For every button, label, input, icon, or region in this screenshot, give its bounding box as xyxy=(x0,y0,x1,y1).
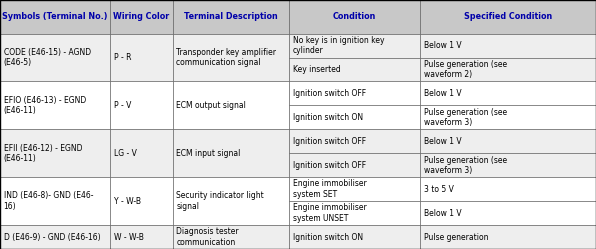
Text: ECM input signal: ECM input signal xyxy=(176,149,241,158)
Text: Key inserted: Key inserted xyxy=(293,65,340,74)
Bar xyxy=(110,225,173,249)
Text: Specified Condition: Specified Condition xyxy=(464,12,552,21)
Bar xyxy=(0,129,110,177)
Text: LG - V: LG - V xyxy=(114,149,136,158)
Text: Engine immobiliser
system SET: Engine immobiliser system SET xyxy=(293,180,367,199)
Text: CODE (E46-15) - AGND
(E46-5): CODE (E46-15) - AGND (E46-5) xyxy=(4,48,91,67)
Text: ECM output signal: ECM output signal xyxy=(176,101,246,110)
Bar xyxy=(110,177,173,225)
Text: Wiring Color: Wiring Color xyxy=(113,12,170,21)
Text: IND (E46-8)- GND (E46-
16): IND (E46-8)- GND (E46- 16) xyxy=(4,191,93,211)
Bar xyxy=(0,34,110,81)
Text: Condition: Condition xyxy=(333,12,376,21)
Bar xyxy=(420,34,596,58)
Bar xyxy=(420,153,596,177)
Text: Engine immobiliser
system UNSET: Engine immobiliser system UNSET xyxy=(293,203,367,223)
Text: EFIO (E46-13) - EGND
(E46-11): EFIO (E46-13) - EGND (E46-11) xyxy=(4,96,86,115)
Text: Security indicator light
signal: Security indicator light signal xyxy=(176,191,264,211)
Bar xyxy=(110,81,173,129)
Text: 3 to 5 V: 3 to 5 V xyxy=(424,185,454,194)
Text: Transponder key amplifier
communication signal: Transponder key amplifier communication … xyxy=(176,48,277,67)
Bar xyxy=(289,129,420,153)
Bar xyxy=(110,34,173,81)
Bar xyxy=(173,225,289,249)
Text: Terminal Description: Terminal Description xyxy=(184,12,278,21)
Bar xyxy=(289,225,420,249)
Bar xyxy=(420,105,596,129)
Bar xyxy=(420,201,596,225)
Bar xyxy=(420,81,596,105)
Bar xyxy=(110,129,173,177)
Bar xyxy=(289,34,420,58)
Text: Below 1 V: Below 1 V xyxy=(424,41,461,50)
Bar xyxy=(0,0,110,34)
Bar xyxy=(420,177,596,201)
Text: P - R: P - R xyxy=(114,53,131,62)
Text: Pulse generation (see
waveform 2): Pulse generation (see waveform 2) xyxy=(424,60,507,79)
Text: Below 1 V: Below 1 V xyxy=(424,209,461,218)
Bar xyxy=(420,58,596,81)
Bar xyxy=(173,0,289,34)
Bar xyxy=(289,81,420,105)
Bar xyxy=(0,225,110,249)
Text: D (E46-9) - GND (E46-16): D (E46-9) - GND (E46-16) xyxy=(4,233,100,242)
Bar xyxy=(173,177,289,225)
Bar xyxy=(289,201,420,225)
Text: Symbols (Terminal No.): Symbols (Terminal No.) xyxy=(2,12,108,21)
Text: Pulse generation (see
waveform 3): Pulse generation (see waveform 3) xyxy=(424,108,507,127)
Text: P - V: P - V xyxy=(114,101,131,110)
Bar xyxy=(420,0,596,34)
Bar xyxy=(420,129,596,153)
Text: Below 1 V: Below 1 V xyxy=(424,89,461,98)
Text: Pulse generation: Pulse generation xyxy=(424,233,488,242)
Bar xyxy=(289,153,420,177)
Text: Diagnosis tester
communication: Diagnosis tester communication xyxy=(176,227,239,247)
Bar xyxy=(0,81,110,129)
Bar xyxy=(173,81,289,129)
Bar xyxy=(0,177,110,225)
Bar xyxy=(173,34,289,81)
Bar xyxy=(289,58,420,81)
Text: Pulse generation (see
waveform 3): Pulse generation (see waveform 3) xyxy=(424,156,507,175)
Text: Ignition switch OFF: Ignition switch OFF xyxy=(293,161,366,170)
Bar xyxy=(289,105,420,129)
Bar xyxy=(110,0,173,34)
Bar xyxy=(289,177,420,201)
Bar xyxy=(289,0,420,34)
Text: Ignition switch ON: Ignition switch ON xyxy=(293,113,363,122)
Text: Ignition switch OFF: Ignition switch OFF xyxy=(293,89,366,98)
Text: Ignition switch ON: Ignition switch ON xyxy=(293,233,363,242)
Bar xyxy=(420,225,596,249)
Text: W - W-B: W - W-B xyxy=(114,233,144,242)
Text: Y - W-B: Y - W-B xyxy=(114,197,141,206)
Text: EFII (E46-12) - EGND
(E46-11): EFII (E46-12) - EGND (E46-11) xyxy=(4,144,82,163)
Text: Below 1 V: Below 1 V xyxy=(424,137,461,146)
Text: No key is in ignition key
cylinder: No key is in ignition key cylinder xyxy=(293,36,384,55)
Bar xyxy=(173,129,289,177)
Text: Ignition switch OFF: Ignition switch OFF xyxy=(293,137,366,146)
